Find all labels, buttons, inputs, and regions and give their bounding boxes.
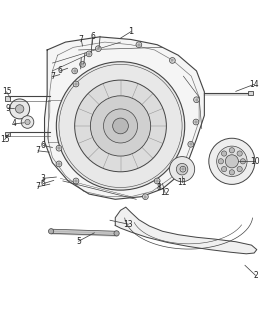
Circle shape — [229, 148, 234, 153]
Circle shape — [114, 231, 119, 236]
Text: 11: 11 — [177, 178, 187, 187]
Circle shape — [154, 178, 160, 184]
Text: 8: 8 — [157, 183, 162, 192]
Circle shape — [25, 119, 30, 124]
Text: 4: 4 — [12, 119, 17, 128]
Text: 14: 14 — [249, 80, 258, 89]
Circle shape — [56, 62, 185, 190]
Text: 6: 6 — [58, 67, 63, 76]
Circle shape — [193, 119, 199, 125]
Circle shape — [113, 118, 128, 134]
Circle shape — [209, 138, 255, 184]
Text: 2: 2 — [253, 271, 258, 280]
Text: 9: 9 — [6, 104, 11, 113]
Circle shape — [218, 159, 223, 164]
Circle shape — [73, 178, 79, 184]
Circle shape — [170, 58, 175, 63]
Circle shape — [48, 229, 54, 234]
Circle shape — [21, 116, 34, 128]
Circle shape — [237, 166, 242, 172]
Circle shape — [72, 68, 78, 74]
Circle shape — [194, 97, 199, 103]
Polygon shape — [115, 207, 257, 254]
Text: 1: 1 — [128, 27, 134, 36]
FancyBboxPatch shape — [248, 91, 253, 95]
Circle shape — [176, 164, 188, 175]
Circle shape — [180, 166, 186, 172]
Text: 7: 7 — [50, 72, 55, 81]
Polygon shape — [45, 37, 204, 199]
Circle shape — [90, 96, 151, 156]
FancyBboxPatch shape — [5, 96, 10, 100]
Circle shape — [56, 161, 62, 167]
Text: 7: 7 — [36, 146, 40, 155]
Circle shape — [86, 51, 92, 57]
Circle shape — [221, 166, 227, 172]
Circle shape — [221, 151, 227, 156]
Circle shape — [240, 159, 245, 164]
Circle shape — [80, 61, 85, 67]
Text: 12: 12 — [160, 188, 170, 197]
Circle shape — [95, 46, 101, 52]
Circle shape — [237, 151, 242, 156]
Text: 3: 3 — [41, 174, 46, 183]
Circle shape — [136, 42, 142, 48]
Circle shape — [56, 145, 62, 151]
Text: 6: 6 — [41, 141, 46, 150]
FancyBboxPatch shape — [5, 132, 10, 136]
Text: 5: 5 — [76, 237, 81, 246]
Text: 7: 7 — [36, 182, 40, 191]
Text: 6: 6 — [91, 32, 95, 41]
Circle shape — [10, 99, 30, 119]
Text: 7: 7 — [79, 35, 84, 44]
Circle shape — [103, 109, 138, 143]
Circle shape — [217, 146, 247, 177]
Text: 15: 15 — [2, 87, 11, 96]
Text: 13: 13 — [124, 220, 133, 229]
Circle shape — [15, 105, 24, 113]
Circle shape — [75, 80, 166, 172]
Circle shape — [170, 156, 195, 182]
Circle shape — [143, 194, 148, 200]
Text: 15: 15 — [0, 135, 9, 144]
Circle shape — [188, 141, 194, 147]
Text: 6: 6 — [41, 179, 46, 188]
Circle shape — [73, 81, 79, 87]
Text: 10: 10 — [251, 157, 260, 166]
Circle shape — [225, 155, 238, 168]
Circle shape — [229, 170, 234, 175]
